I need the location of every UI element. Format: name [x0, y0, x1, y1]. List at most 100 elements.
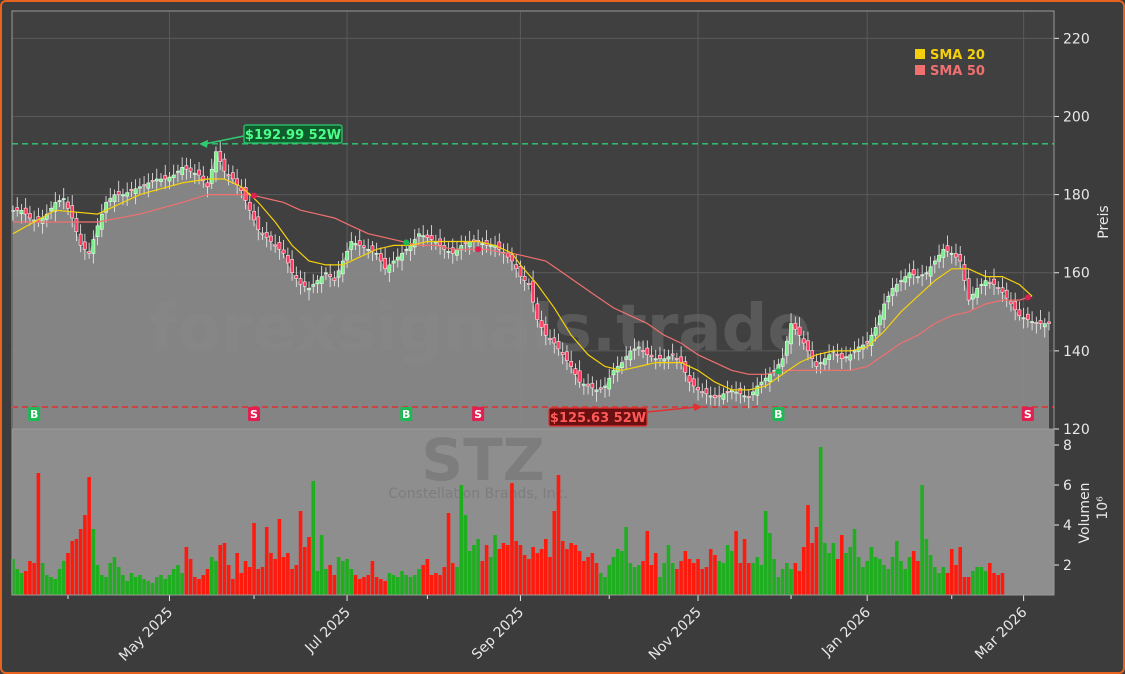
volume-bar	[214, 561, 218, 595]
volume-bar	[324, 569, 328, 595]
volume-bar	[446, 513, 451, 595]
candle-body	[518, 266, 523, 277]
volume-bar	[620, 551, 624, 595]
volume-bar	[455, 567, 459, 595]
candle-body	[700, 391, 705, 393]
candle-body	[226, 174, 231, 177]
legend-sma50-swatch	[915, 65, 925, 75]
candle-body	[1017, 309, 1022, 316]
volume-bar	[341, 561, 345, 595]
candle-body	[40, 217, 45, 224]
candle-body	[357, 240, 362, 246]
candle-body	[450, 247, 455, 254]
crossover-dot	[1024, 294, 1031, 301]
candle-body	[53, 202, 58, 212]
volume-axis-exponent: 10⁶	[1095, 496, 1111, 520]
signal-label: S	[250, 408, 258, 421]
candle-body	[636, 346, 641, 349]
volume-bar	[852, 529, 857, 595]
crossover-dot	[403, 239, 410, 246]
candle-body	[882, 303, 886, 320]
high-52w-arrowhead	[199, 139, 209, 148]
volume-bar	[565, 549, 569, 595]
volume-bar	[544, 539, 548, 595]
candle-body	[214, 151, 218, 173]
candle-body	[763, 377, 768, 382]
x-axis: May 2025 Jul 2025 Sep 2025 Nov 2025 Jan 2026…	[67, 595, 1031, 665]
candle-body	[480, 243, 485, 246]
low-52w-label: $125.63 52W	[550, 411, 646, 426]
candle-body	[907, 272, 912, 279]
volume-bar	[248, 567, 252, 595]
candle-body	[971, 293, 975, 300]
candle-body	[332, 277, 337, 281]
candle-body	[446, 251, 451, 253]
volume-bar	[434, 573, 438, 595]
candle-body	[839, 353, 844, 359]
candle-body	[751, 391, 755, 396]
volume-bar	[256, 569, 261, 595]
candle-body	[467, 241, 472, 248]
volume-bar	[400, 571, 404, 595]
candle-body	[624, 356, 628, 360]
candle-body	[527, 283, 531, 285]
volume-bar	[412, 575, 417, 595]
volume-bar	[949, 549, 954, 595]
signal-label: S	[1024, 408, 1032, 421]
volume-bar	[518, 545, 523, 595]
candle-body	[112, 194, 117, 202]
candle-body	[192, 172, 197, 175]
volume-bar	[11, 559, 15, 595]
candle-body	[848, 354, 853, 361]
candle-body	[252, 210, 256, 221]
volume-bar	[493, 535, 497, 595]
volume-bar	[391, 575, 396, 595]
candle-body	[577, 370, 582, 383]
volume-bar	[138, 575, 142, 595]
signal-label: B	[402, 408, 410, 421]
x-tick-label: Jul 2025	[302, 605, 354, 657]
volume-bar	[387, 573, 392, 595]
candle-body	[827, 354, 831, 360]
candle-body	[734, 391, 738, 394]
volume-bar	[273, 559, 277, 595]
candle-body	[277, 242, 282, 250]
volume-bar	[66, 553, 70, 595]
volume-bar	[362, 577, 366, 595]
volume-bar	[463, 515, 468, 595]
candle-body	[873, 327, 878, 336]
volume-bar	[637, 565, 641, 595]
volume-bar	[717, 561, 721, 595]
volume-bar	[150, 583, 155, 595]
low-52w-annotation: $125.63 52W	[548, 403, 703, 427]
candle-body	[810, 350, 815, 359]
volume-bar	[311, 481, 316, 595]
volume-bar	[810, 543, 814, 595]
volume-bar	[730, 551, 734, 595]
x-tick-label: Mar 2026	[972, 604, 1030, 662]
volume-bar	[916, 561, 920, 595]
candle-body	[886, 295, 891, 303]
signal-badge	[472, 407, 485, 421]
candle-body	[878, 315, 882, 326]
candle-body	[916, 276, 920, 279]
volume-bar	[869, 547, 874, 595]
volume-bar	[467, 551, 472, 595]
volume-bar	[746, 563, 751, 595]
volume-bar	[222, 543, 227, 595]
volume-bar	[383, 581, 387, 595]
candle-body	[742, 395, 747, 398]
volume-bar	[281, 557, 286, 595]
candle-body	[814, 361, 819, 367]
candle-body	[552, 337, 557, 344]
candle-body	[222, 158, 227, 172]
candle-body	[590, 383, 595, 389]
candle-body	[74, 218, 79, 232]
candle-body	[349, 241, 354, 250]
candle-body	[594, 389, 599, 392]
candle-body	[603, 385, 607, 388]
volume-bar	[514, 541, 518, 595]
volume-bar	[653, 553, 658, 595]
price-tick-label: 120	[1063, 422, 1090, 438]
